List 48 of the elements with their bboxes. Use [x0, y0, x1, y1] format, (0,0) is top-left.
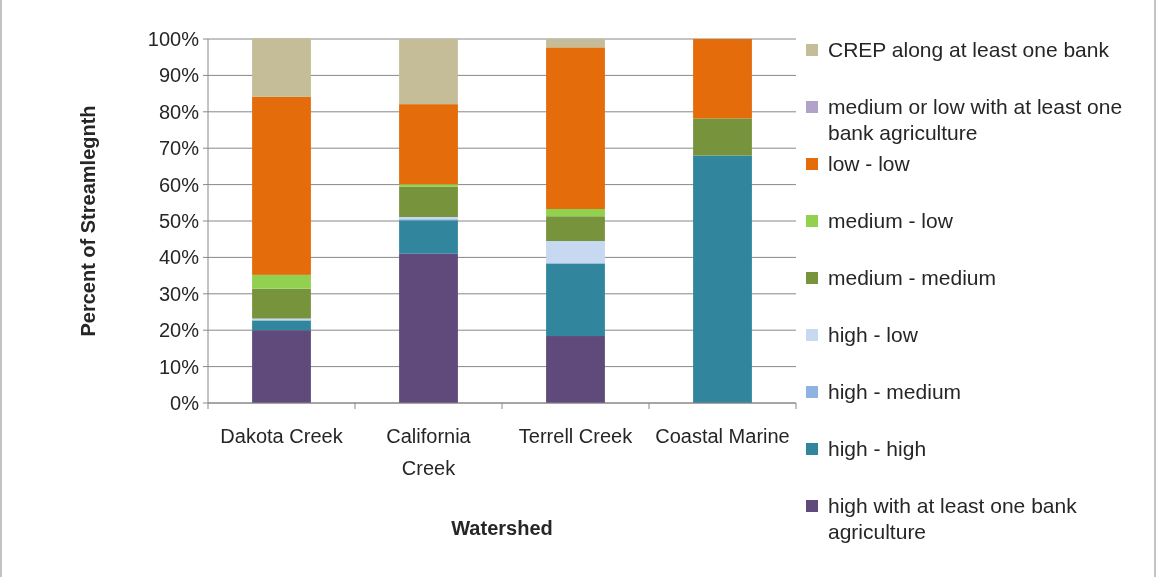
y-tick-label: 70% — [158, 137, 200, 160]
bar — [546, 263, 605, 337]
legend-label: high with at least one bank agriculture — [828, 494, 1078, 543]
y-tick-label: 0% — [170, 392, 200, 414]
bar — [399, 104, 458, 185]
bar — [252, 274, 311, 289]
legend-label: low - low — [828, 152, 911, 176]
bar — [693, 155, 752, 403]
x-tick-label: California Creek — [386, 425, 472, 479]
bar — [399, 39, 458, 105]
y-tick-label: 10% — [158, 355, 200, 378]
legend-label: medium - low — [828, 209, 954, 233]
y-tick-label: 30% — [158, 282, 200, 305]
bar — [399, 253, 458, 403]
legend-label: high - medium — [828, 380, 962, 404]
y-tick-label: 50% — [158, 210, 200, 232]
y-tick-label: 40% — [158, 246, 200, 269]
legend-label: medium or low with at least one bank agriculture — [828, 95, 1123, 144]
bar — [546, 336, 605, 403]
x-axis-title: Watershed — [451, 517, 553, 539]
bar — [399, 186, 458, 217]
bar — [252, 320, 311, 331]
x-tick-label: Terrell Creek — [518, 425, 634, 447]
bar — [399, 184, 458, 187]
x-tick-label: Dakota Creek — [220, 425, 344, 447]
y-tick-label: 90% — [158, 64, 200, 87]
bar — [546, 241, 605, 263]
bar — [546, 216, 605, 242]
y-tick-label: 80% — [158, 100, 200, 123]
y-tick-label: 100% — [147, 28, 200, 50]
bar — [252, 288, 311, 319]
bar — [693, 118, 752, 156]
x-tick-label: Coastal Marine — [655, 425, 790, 447]
bar — [252, 330, 311, 403]
legend-label: medium - medium — [828, 266, 997, 290]
bar — [252, 38, 311, 97]
y-tick-label: 60% — [158, 173, 200, 196]
y-tick-label: 20% — [158, 319, 200, 342]
legend-label: high - high — [828, 437, 927, 461]
legend-label: CREP along at least one bank — [828, 38, 1110, 62]
bar — [252, 96, 311, 275]
bar — [399, 220, 458, 254]
y-axis-title: Percent of Streamlegnth — [77, 105, 99, 337]
bar — [693, 39, 752, 119]
bar — [546, 208, 605, 217]
bar — [546, 47, 605, 209]
legend-label: high - low — [828, 323, 919, 347]
bar — [546, 39, 605, 48]
